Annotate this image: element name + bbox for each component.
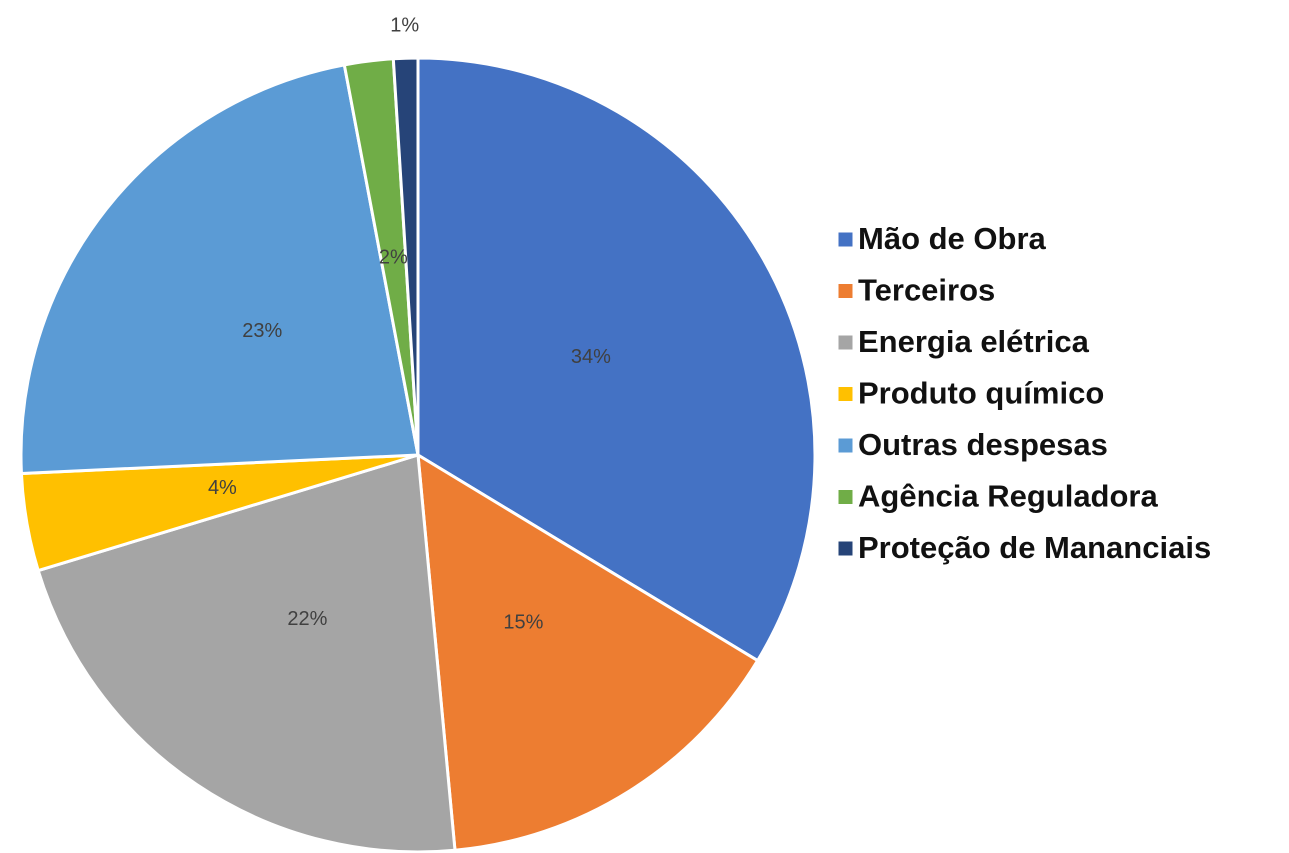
legend-swatch bbox=[837, 283, 854, 299]
pie-slice bbox=[391, 56, 420, 456]
legend-swatch bbox=[837, 437, 854, 454]
legend-label: Energia elétrica bbox=[858, 324, 1090, 359]
legend-swatch bbox=[837, 540, 854, 557]
data-label: 34% bbox=[571, 346, 611, 368]
data-label: 2% bbox=[379, 246, 408, 268]
legend-swatch bbox=[837, 231, 854, 248]
pie-slice bbox=[19, 63, 420, 476]
data-label: 22% bbox=[287, 608, 327, 630]
legend-label: Outras despesas bbox=[858, 427, 1108, 462]
data-label: 23% bbox=[242, 320, 282, 342]
legend-label: Proteção de Mananciais bbox=[858, 530, 1211, 565]
legend-swatch bbox=[837, 334, 854, 351]
legend-swatch bbox=[837, 489, 854, 505]
data-label: 1% bbox=[390, 15, 419, 37]
data-label: 4% bbox=[208, 477, 237, 499]
data-label: 15% bbox=[503, 611, 543, 633]
legend-label: Mão de Obra bbox=[858, 221, 1047, 256]
legend-label: Agência Reguladora bbox=[858, 479, 1158, 514]
pie-slice bbox=[36, 453, 457, 853]
legend-label: Produto químico bbox=[858, 376, 1104, 411]
legend-swatch bbox=[837, 386, 854, 402]
legend-label: Terceiros bbox=[858, 273, 995, 308]
pie-slice bbox=[416, 56, 817, 663]
pie-slice bbox=[416, 452, 760, 852]
